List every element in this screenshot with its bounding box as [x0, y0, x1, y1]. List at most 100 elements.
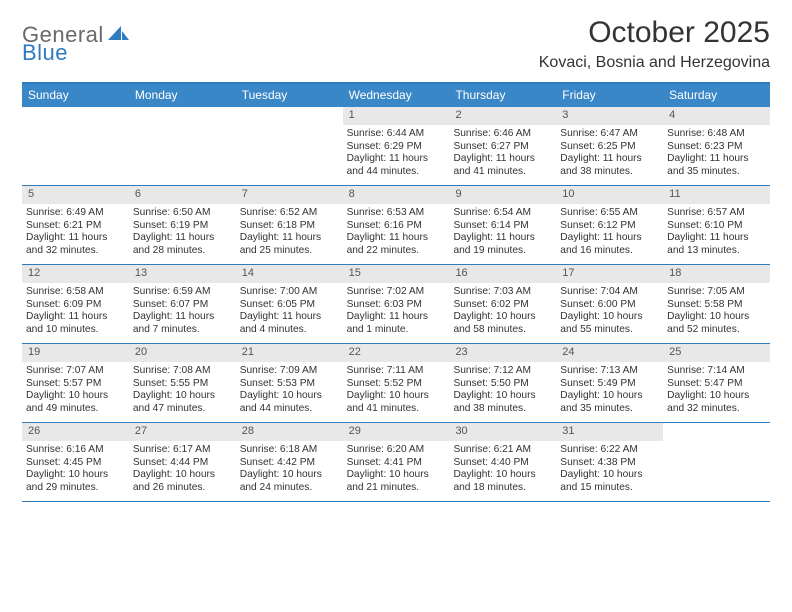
day-number: 29 — [343, 423, 450, 441]
sunrise-line: Sunrise: 6:48 AM — [667, 128, 766, 141]
calendar-day: 4Sunrise: 6:48 AMSunset: 6:23 PMDaylight… — [663, 107, 770, 185]
logo-blue-wrap: Blue — [22, 40, 68, 66]
sunset-line: Sunset: 6:27 PM — [453, 141, 552, 154]
calendar-day: 20Sunrise: 7:08 AMSunset: 5:55 PMDayligh… — [129, 344, 236, 422]
calendar-day: 19Sunrise: 7:07 AMSunset: 5:57 PMDayligh… — [22, 344, 129, 422]
daylight-line: Daylight: 10 hours and 52 minutes. — [667, 311, 766, 337]
calendar-week: 5Sunrise: 6:49 AMSunset: 6:21 PMDaylight… — [22, 186, 770, 265]
daylight-line: Daylight: 10 hours and 49 minutes. — [26, 390, 125, 416]
calendar-day — [663, 423, 770, 501]
day-number: 12 — [22, 265, 129, 283]
sunset-line: Sunset: 6:25 PM — [560, 141, 659, 154]
sunset-line: Sunset: 5:53 PM — [240, 378, 339, 391]
sunrise-line: Sunrise: 7:02 AM — [347, 286, 446, 299]
sunrise-line: Sunrise: 7:12 AM — [453, 365, 552, 378]
daylight-line: Daylight: 11 hours and 41 minutes. — [453, 153, 552, 179]
dow-header: Sunday — [22, 84, 129, 107]
day-number: 31 — [556, 423, 663, 441]
day-number: 23 — [449, 344, 556, 362]
calendar-body: 1Sunrise: 6:44 AMSunset: 6:29 PMDaylight… — [22, 107, 770, 502]
daylight-line: Daylight: 11 hours and 38 minutes. — [560, 153, 659, 179]
daylight-line: Daylight: 11 hours and 22 minutes. — [347, 232, 446, 258]
sunrise-line: Sunrise: 6:59 AM — [133, 286, 232, 299]
calendar-day: 3 Sunrise: 6:47 AMSunset: 6:25 PMDaylight… — [556, 107, 663, 185]
calendar-day: 31Sunrise: 6:22 AMSunset: 4:38 PMDayligh… — [556, 423, 663, 501]
calendar-day: 11 Sunrise: 6:57 AMSunset: 6:10 PMDayligh… — [663, 186, 770, 264]
sunrise-line: Sunrise: 7:09 AM — [240, 365, 339, 378]
header: General October 2025 Kovaci, Bosnia and … — [22, 16, 770, 72]
dow-header: Thursday — [449, 84, 556, 107]
calendar-day: 1Sunrise: 6:44 AMSunset: 6:29 PMDaylight… — [343, 107, 450, 185]
dow-header: Saturday — [663, 84, 770, 107]
calendar-day: 30Sunrise: 6:21 AMSunset: 4:40 PMDayligh… — [449, 423, 556, 501]
calendar-week: 26Sunrise: 6:16 AMSunset: 4:45 PMDayligh… — [22, 423, 770, 502]
day-number: 17 — [556, 265, 663, 283]
daylight-line: Daylight: 10 hours and 24 minutes. — [240, 469, 339, 495]
dow-header: Friday — [556, 84, 663, 107]
sunset-line: Sunset: 6:00 PM — [560, 299, 659, 312]
sunrise-line: Sunrise: 7:04 AM — [560, 286, 659, 299]
day-number: 27 — [129, 423, 236, 441]
calendar-day: 7Sunrise: 6:52 AMSunset: 6:18 PMDaylight… — [236, 186, 343, 264]
sunrise-line: Sunrise: 6:47 AM — [560, 128, 659, 141]
month-title: October 2025 — [539, 16, 770, 50]
day-number: 8 — [343, 186, 450, 204]
title-block: October 2025 Kovaci, Bosnia and Herzegov… — [539, 16, 770, 72]
day-number: 19 — [22, 344, 129, 362]
daylight-line: Daylight: 11 hours and 35 minutes. — [667, 153, 766, 179]
sunset-line: Sunset: 4:44 PM — [133, 457, 232, 470]
sunset-line: Sunset: 6:16 PM — [347, 220, 446, 233]
day-number: 20 — [129, 344, 236, 362]
sunrise-line: Sunrise: 6:57 AM — [667, 207, 766, 220]
daylight-line: Daylight: 11 hours and 16 minutes. — [560, 232, 659, 258]
sunrise-line: Sunrise: 7:13 AM — [560, 365, 659, 378]
calendar-day: 26Sunrise: 6:16 AMSunset: 4:45 PMDayligh… — [22, 423, 129, 501]
calendar-day: 23Sunrise: 7:12 AMSunset: 5:50 PMDayligh… — [449, 344, 556, 422]
daylight-line: Daylight: 10 hours and 26 minutes. — [133, 469, 232, 495]
calendar-day: 14Sunrise: 7:00 AMSunset: 6:05 PMDayligh… — [236, 265, 343, 343]
day-number: 5 — [22, 186, 129, 204]
calendar-day: 25Sunrise: 7:14 AMSunset: 5:47 PMDayligh… — [663, 344, 770, 422]
sunset-line: Sunset: 4:42 PM — [240, 457, 339, 470]
day-number: 30 — [449, 423, 556, 441]
day-number: 7 — [236, 186, 343, 204]
sunrise-line: Sunrise: 7:14 AM — [667, 365, 766, 378]
calendar-day: 29Sunrise: 6:20 AMSunset: 4:41 PMDayligh… — [343, 423, 450, 501]
sunset-line: Sunset: 6:02 PM — [453, 299, 552, 312]
sunrise-line: Sunrise: 6:21 AM — [453, 444, 552, 457]
sunrise-line: Sunrise: 7:08 AM — [133, 365, 232, 378]
sunrise-line: Sunrise: 6:20 AM — [347, 444, 446, 457]
day-number: 3 — [556, 107, 663, 125]
dow-header: Wednesday — [343, 84, 450, 107]
sunset-line: Sunset: 6:10 PM — [667, 220, 766, 233]
sunrise-line: Sunrise: 6:49 AM — [26, 207, 125, 220]
sunrise-line: Sunrise: 7:11 AM — [347, 365, 446, 378]
sunrise-line: Sunrise: 7:05 AM — [667, 286, 766, 299]
day-number: 22 — [343, 344, 450, 362]
sunrise-line: Sunrise: 6:17 AM — [133, 444, 232, 457]
calendar-week: 12Sunrise: 6:58 AMSunset: 6:09 PMDayligh… — [22, 265, 770, 344]
day-number: 14 — [236, 265, 343, 283]
calendar-day: 22Sunrise: 7:11 AMSunset: 5:52 PMDayligh… — [343, 344, 450, 422]
day-number: 9 — [449, 186, 556, 204]
sunrise-line: Sunrise: 6:16 AM — [26, 444, 125, 457]
daylight-line: Daylight: 10 hours and 18 minutes. — [453, 469, 552, 495]
sunrise-line: Sunrise: 7:07 AM — [26, 365, 125, 378]
day-number: 13 — [129, 265, 236, 283]
sunrise-line: Sunrise: 7:00 AM — [240, 286, 339, 299]
sunset-line: Sunset: 5:47 PM — [667, 378, 766, 391]
calendar-day: 5Sunrise: 6:49 AMSunset: 6:21 PMDaylight… — [22, 186, 129, 264]
daylight-line: Daylight: 11 hours and 32 minutes. — [26, 232, 125, 258]
calendar-day: 8Sunrise: 6:53 AMSunset: 6:16 PMDaylight… — [343, 186, 450, 264]
calendar-day: 18Sunrise: 7:05 AMSunset: 5:58 PMDayligh… — [663, 265, 770, 343]
sunrise-line: Sunrise: 6:55 AM — [560, 207, 659, 220]
daylight-line: Daylight: 11 hours and 13 minutes. — [667, 232, 766, 258]
calendar-page: General October 2025 Kovaci, Bosnia and … — [0, 0, 792, 512]
daylight-line: Daylight: 11 hours and 4 minutes. — [240, 311, 339, 337]
location: Kovaci, Bosnia and Herzegovina — [539, 54, 770, 72]
daylight-line: Daylight: 10 hours and 47 minutes. — [133, 390, 232, 416]
sunset-line: Sunset: 6:09 PM — [26, 299, 125, 312]
day-number: 1 — [343, 107, 450, 125]
calendar-day: 15Sunrise: 7:02 AMSunset: 6:03 PMDayligh… — [343, 265, 450, 343]
day-number: 11 — [663, 186, 770, 204]
